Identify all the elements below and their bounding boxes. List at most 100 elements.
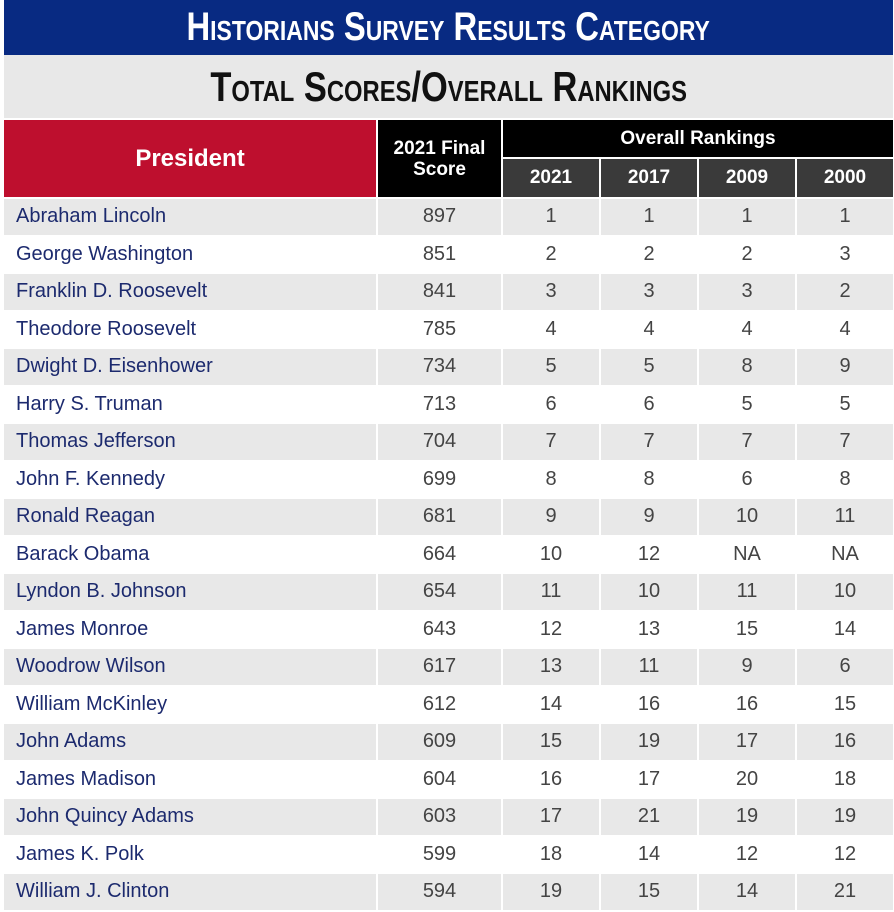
rank-2021-cell: 15 — [503, 724, 599, 760]
rank-2021-cell: 12 — [539, 617, 563, 640]
rank-2000-cell: 9 — [797, 349, 893, 385]
rank-2017-cell: 14 — [637, 842, 661, 865]
rank-2009-cell: 1 — [699, 199, 795, 235]
table-row: John Quincy Adams 603 17 21 19 19 — [4, 799, 893, 835]
rank-2009-cell: 2 — [741, 242, 753, 265]
rank-2017-cell: 6 — [643, 392, 655, 415]
final-score-cell: 643 — [422, 617, 457, 640]
final-score-cell: 654 — [378, 574, 501, 610]
table-row: James Madison 604 16 17 20 18 — [4, 762, 893, 798]
rank-2000-cell: 5 — [839, 392, 851, 415]
rank-2009-cell: 16 — [735, 692, 759, 715]
rank-2009-cell: 19 — [699, 799, 795, 835]
column-header-year-2017: 2017 — [601, 159, 697, 197]
column-header-score: 2021 Final Score — [378, 120, 501, 197]
rank-2000-cell: 10 — [797, 574, 893, 610]
table-row: William McKinley 612 14 16 16 15 — [4, 687, 893, 723]
final-score-cell: 851 — [422, 242, 457, 265]
president-name-cell: Barack Obama — [16, 542, 150, 565]
rank-2009-cell: 15 — [735, 617, 759, 640]
rank-2021-cell: 7 — [503, 424, 599, 460]
rank-2009-cell: 7 — [699, 424, 795, 460]
column-header-president: President — [4, 120, 376, 197]
rank-2000-cell: 6 — [797, 649, 893, 685]
rank-2017-cell: 7 — [601, 424, 697, 460]
rank-2017-cell: 5 — [601, 349, 697, 385]
final-score-cell: 841 — [378, 274, 501, 310]
final-score-cell: 594 — [378, 874, 501, 910]
rank-2021-cell: 1 — [503, 199, 599, 235]
rank-2000-cell: 8 — [839, 467, 851, 490]
president-name-cell: John Adams — [4, 724, 376, 760]
rank-2017-cell: 3 — [601, 274, 697, 310]
president-name-cell: William McKinley — [16, 692, 168, 715]
rank-2021-cell: 4 — [545, 317, 557, 340]
president-name-cell: William J. Clinton — [4, 874, 376, 910]
final-score-cell: 603 — [378, 799, 501, 835]
president-name-cell: Theodore Roosevelt — [16, 317, 197, 340]
rank-2009-cell: 12 — [735, 842, 759, 865]
table-row: Lyndon B. Johnson 654 11 10 11 10 — [4, 574, 893, 610]
rank-2000-cell: 11 — [797, 499, 893, 535]
rank-2009-cell: 10 — [699, 499, 795, 535]
column-header-year-2009: 2009 — [699, 159, 795, 197]
table-row: John Adams 609 15 19 17 16 — [4, 724, 893, 760]
column-header-overall-rankings: Overall Rankings — [503, 120, 893, 157]
rank-2000-cell: 4 — [839, 317, 851, 340]
rank-2000-cell: 18 — [833, 767, 857, 790]
final-score-cell: 609 — [378, 724, 501, 760]
rank-2021-cell: 9 — [503, 499, 599, 535]
column-header-year-2021: 2021 — [503, 159, 599, 197]
column-header-year-2000: 2000 — [797, 159, 893, 197]
table-row: Abraham Lincoln 897 1 1 1 1 — [4, 199, 893, 235]
rank-2021-cell: 17 — [503, 799, 599, 835]
president-name-cell: George Washington — [16, 242, 194, 265]
president-name-cell: John Quincy Adams — [4, 799, 376, 835]
table-row: James K. Polk 599 18 14 12 12 — [4, 837, 893, 873]
rank-2017-cell: 13 — [637, 617, 661, 640]
president-name-cell: John F. Kennedy — [16, 467, 165, 490]
rank-2000-cell: 16 — [797, 724, 893, 760]
rank-2009-cell: 8 — [699, 349, 795, 385]
rank-2009-cell: 3 — [699, 274, 795, 310]
president-name-cell: Harry S. Truman — [16, 392, 163, 415]
table-row: Thomas Jefferson 704 7 7 7 7 — [4, 424, 893, 460]
final-score-cell: 713 — [422, 392, 457, 415]
rank-2009-cell: 4 — [741, 317, 753, 340]
final-score-cell: 681 — [378, 499, 501, 535]
rank-2017-cell: 19 — [601, 724, 697, 760]
rank-2017-cell: 8 — [643, 467, 655, 490]
page-title: Historians Survey Results Category — [4, 0, 893, 55]
final-score-cell: 599 — [422, 842, 457, 865]
rank-2017-cell: 4 — [643, 317, 655, 340]
page-subtitle: Total Scores/Overall Rankings — [4, 55, 893, 118]
rank-2009-cell: 14 — [699, 874, 795, 910]
final-score-cell: 604 — [422, 767, 457, 790]
rank-2021-cell: 18 — [539, 842, 563, 865]
table-row: William J. Clinton 594 19 15 14 21 — [4, 874, 893, 910]
rankings-table-body: Abraham Lincoln 897 1 1 1 1 George Washington 8… — [4, 199, 893, 912]
table-row: John F. Kennedy 699 8 8 6 8 — [4, 462, 893, 498]
rank-2000-cell: 19 — [797, 799, 893, 835]
final-score-cell: 617 — [378, 649, 501, 685]
rank-2017-cell: 9 — [601, 499, 697, 535]
table-row: Ronald Reagan 681 9 9 10 11 — [4, 499, 893, 535]
rank-2017-cell: 2 — [643, 242, 655, 265]
president-name-cell: James Monroe — [16, 617, 149, 640]
table-row: Barack Obama 664 10 12 NA NA — [4, 537, 893, 573]
page-title-text: Historians Survey Results Category — [186, 5, 711, 49]
page-subtitle-text: Total Scores/Overall Rankings — [210, 62, 687, 110]
final-score-cell: 704 — [378, 424, 501, 460]
rank-2021-cell: 10 — [539, 542, 563, 565]
rank-2009-cell: NA — [733, 542, 761, 565]
rank-2009-cell: 5 — [741, 392, 753, 415]
table-row: George Washington 851 2 2 2 3 — [4, 237, 893, 273]
rank-2000-cell: 12 — [833, 842, 857, 865]
rank-2000-cell: 14 — [833, 617, 857, 640]
final-score-cell: 612 — [422, 692, 457, 715]
rank-2017-cell: 1 — [601, 199, 697, 235]
president-name-cell: James Madison — [16, 767, 157, 790]
final-score-cell: 785 — [422, 317, 457, 340]
rank-2017-cell: 17 — [637, 767, 661, 790]
final-score-cell: 664 — [422, 542, 457, 565]
